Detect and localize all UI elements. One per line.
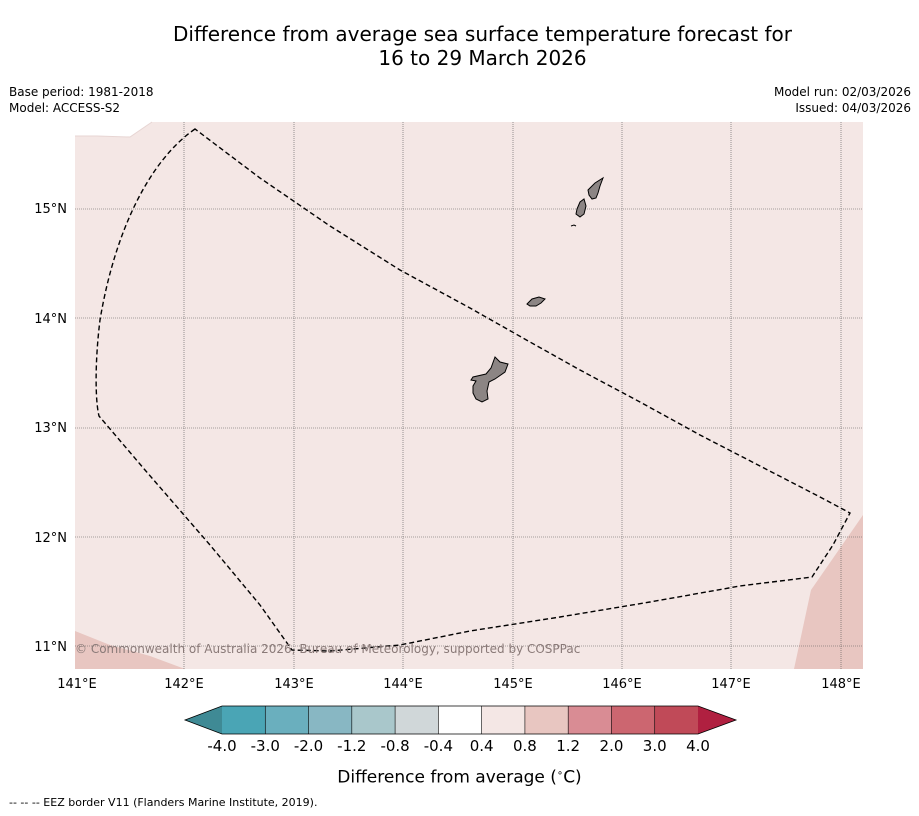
- lon-label-142: 142°E: [164, 677, 204, 692]
- colorbar-label-text: Difference from average (: [337, 767, 557, 788]
- island-tinian: [575, 198, 587, 218]
- lat-label-13: 13°N: [34, 421, 67, 436]
- lat-label-15: 15°N: [34, 202, 67, 217]
- colorbar-segment: [308, 706, 353, 734]
- colorbar-extend-high: [698, 706, 736, 734]
- meta-left: Base period: 1981-2018 Model: ACCESS-S2: [9, 84, 154, 116]
- colorbar-tick-label: -0.8: [380, 737, 410, 755]
- lon-label-145: 145°E: [493, 677, 533, 692]
- map-sea-area: [75, 122, 863, 669]
- colorbar-segments: [222, 706, 699, 734]
- lon-label-146: 146°E: [602, 677, 642, 692]
- title-line-2: 16 to 29 March 2026: [378, 46, 587, 70]
- colorbar-tick-label: 0.8: [512, 737, 537, 755]
- colorbar-tick-label: 2.0: [599, 737, 624, 755]
- eez-border: [95, 128, 851, 652]
- colorbar-segment: [395, 706, 439, 734]
- colorbar-dividers: [264, 706, 656, 734]
- eez-legend: -- -- -- EEZ border V11 (Flanders Marine…: [9, 796, 318, 809]
- colorbar-extend-low: [185, 706, 222, 734]
- copyright-notice: © Commonwealth of Australia 2026, Bureau…: [75, 642, 580, 656]
- lat-labels: 15°N 14°N 13°N 12°N 11°N: [34, 202, 67, 655]
- colorbar-segment: [654, 706, 699, 734]
- colorbar-tick-label: 3.0: [642, 737, 667, 755]
- no-data-area-top-left: [75, 122, 152, 137]
- colorbar-tick-label: -3.0: [250, 737, 280, 755]
- chart-title: Difference from average sea surface temp…: [60, 22, 905, 70]
- island-saipan: [587, 176, 604, 200]
- no-data-area-outline: [75, 121, 153, 138]
- colorbar-tick-label: -1.2: [337, 737, 367, 755]
- colorbar-segment: [438, 706, 483, 734]
- title-line-1: Difference from average sea surface temp…: [172, 22, 792, 46]
- colorbar-tick-label: 1.2: [556, 737, 581, 755]
- degree-symbol: ∘: [556, 768, 564, 779]
- meta-right: Model run: 02/03/2026 Issued: 04/03/2026: [774, 84, 911, 116]
- colorbar-outline: [183, 705, 738, 735]
- colorbar-segment: [481, 706, 526, 734]
- colorbar-segment: [524, 706, 569, 734]
- colorbar: [183, 705, 738, 735]
- model-run: Model run: 02/03/2026: [773, 85, 911, 99]
- colorbar-tick-label: -4.0: [207, 737, 237, 755]
- model-name: Model: ACCESS-S2: [9, 101, 121, 115]
- colorbar-tick-label: 0.4: [469, 737, 494, 755]
- island-guam: [470, 356, 509, 403]
- warm-anomaly-patch-bottom-right: [794, 515, 863, 669]
- island-rota: [526, 296, 546, 307]
- islands: [470, 176, 604, 403]
- colorbar-segment: [568, 706, 612, 734]
- colorbar-tick-labels: -4.0 -3.0 -2.0 -1.2 -0.8 -0.4 0.4 0.8 1.2 2.0 3.0 4…: [0, 737, 919, 757]
- island-aguijan: [570, 224, 577, 227]
- colorbar-title: Difference from average (∘C): [0, 763, 919, 789]
- colorbar-tick-label: -2.0: [293, 737, 324, 755]
- lat-label-14: 14°N: [34, 312, 67, 327]
- lon-label-143: 143°E: [274, 677, 314, 692]
- gridlines: [75, 122, 863, 669]
- lat-label-12: 12°N: [34, 531, 67, 546]
- colorbar-tick-label: 4.0: [686, 737, 710, 755]
- colorbar-tick-label: -0.4: [423, 737, 453, 755]
- colorbar-unit: C): [563, 767, 582, 788]
- colorbar-segment: [351, 706, 396, 734]
- base-period: Base period: 1981-2018: [9, 85, 154, 99]
- colorbar-segment: [611, 706, 656, 734]
- lon-label-147: 147°E: [711, 677, 751, 692]
- lon-label-148: 148°E: [821, 677, 861, 692]
- colorbar-segment: [222, 706, 266, 734]
- lat-label-11: 11°N: [34, 640, 67, 655]
- lon-label-141: 141°E: [57, 677, 97, 692]
- warm-anomaly-patch-bottom-left: [75, 631, 185, 669]
- lon-labels: 141°E 142°E 143°E 144°E 145°E 146°E 147°…: [57, 677, 861, 692]
- issued-date: Issued: 04/03/2026: [795, 101, 911, 115]
- lon-label-144: 144°E: [383, 677, 423, 692]
- colorbar-segment: [265, 706, 310, 734]
